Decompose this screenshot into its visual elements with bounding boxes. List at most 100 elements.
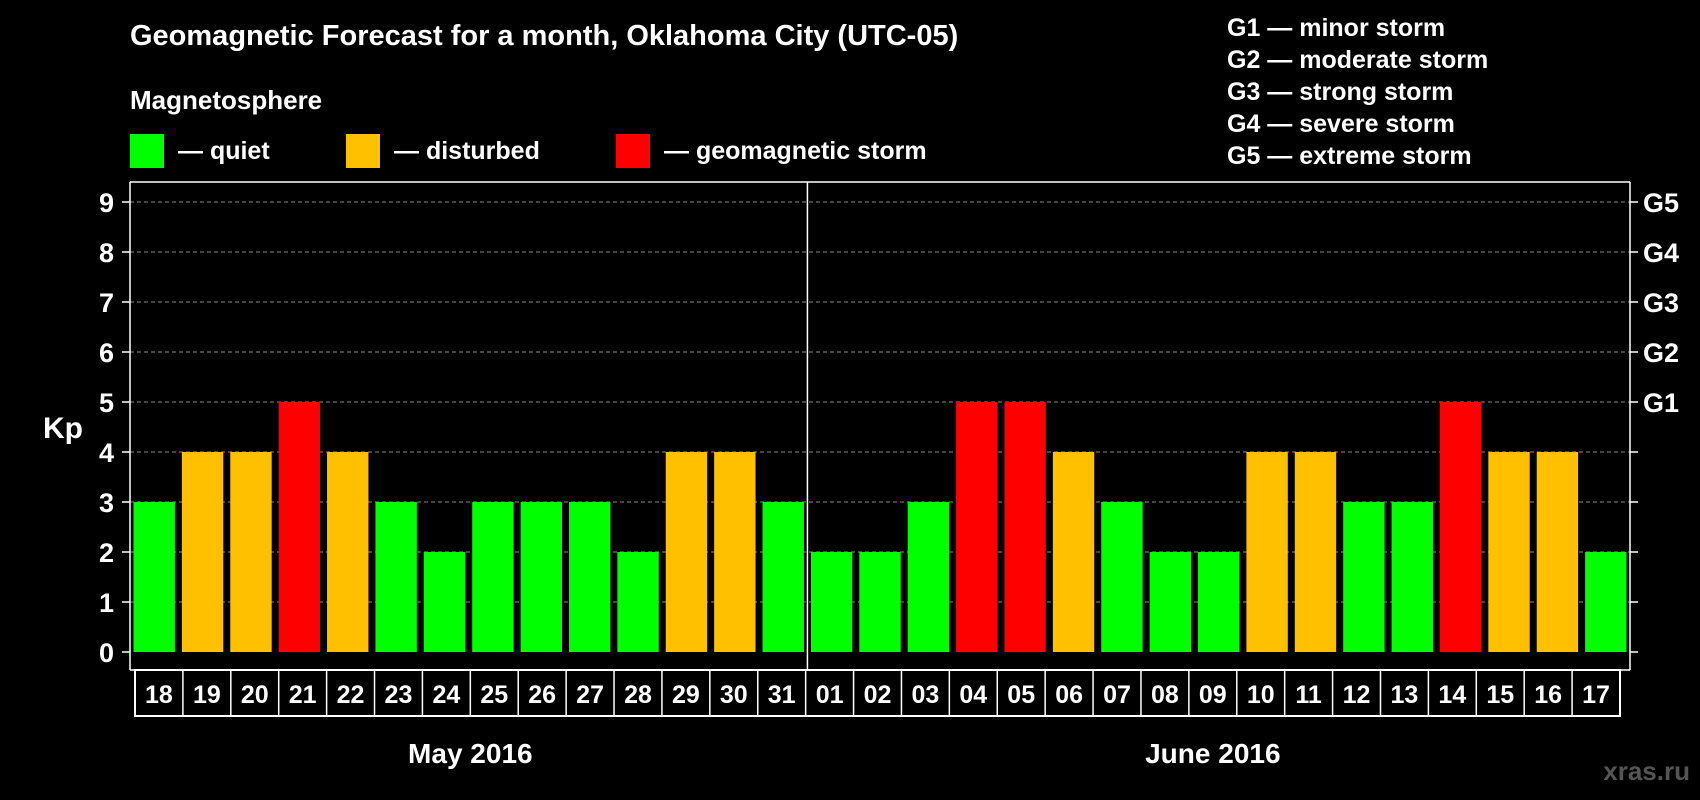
bar (230, 452, 272, 652)
y-tick-label: 4 (99, 438, 114, 468)
bar (617, 552, 659, 652)
legend-label-disturbed: — disturbed (394, 136, 540, 165)
x-tick-label: 14 (1438, 681, 1466, 709)
x-tick-label: 22 (337, 681, 365, 709)
x-tick-label: 03 (911, 681, 939, 709)
x-tick-label: 24 (432, 681, 460, 709)
x-tick-label: 28 (624, 681, 652, 709)
bar (714, 452, 756, 652)
x-tick-label: 25 (480, 681, 508, 709)
bar (859, 552, 901, 652)
storm-level-legend: G1 — minor storm G2 — moderate storm G3 … (1227, 12, 1488, 172)
bar (1343, 502, 1385, 652)
bar (1004, 402, 1046, 652)
y-tick-label: 8 (99, 238, 114, 268)
x-tick-label: 02 (864, 681, 892, 709)
x-tick-label: 23 (385, 681, 413, 709)
x-tick-label: 11 (1295, 681, 1322, 709)
bar (181, 452, 224, 652)
x-tick-label: 08 (1151, 681, 1179, 709)
bar (568, 502, 611, 652)
legend-swatch-storm (616, 134, 650, 168)
x-tick-label: 09 (1199, 681, 1227, 709)
y-tick-label: 5 (99, 388, 114, 418)
x-tick-label: 26 (528, 681, 556, 709)
y-tick-label: 3 (99, 488, 114, 518)
bar (133, 502, 175, 652)
y-tick-label: 9 (99, 188, 114, 218)
bar (375, 502, 417, 652)
bar (472, 502, 514, 652)
x-tick-label: 04 (959, 681, 987, 709)
bar (907, 502, 950, 652)
bar (1488, 452, 1530, 652)
legend-heading: Magnetosphere (130, 85, 323, 115)
bar (1198, 552, 1240, 652)
bar (810, 552, 853, 652)
x-tick-label: 12 (1343, 681, 1371, 709)
x-tick-label: 31 (768, 681, 796, 709)
bar (423, 552, 466, 652)
storm-level-g2: G2 — moderate storm (1227, 46, 1489, 74)
x-tick-label: 18 (145, 681, 173, 709)
x-tick-label: 17 (1582, 681, 1610, 709)
right-tick-label: G2 (1643, 338, 1679, 368)
legend-item-quiet: — quiet (130, 134, 270, 168)
bar (956, 402, 998, 652)
x-tick-label: 29 (672, 681, 700, 709)
bar (1585, 552, 1627, 652)
legend-label-quiet: — quiet (178, 136, 270, 165)
bar (1536, 452, 1579, 652)
x-tick-label: 15 (1486, 681, 1514, 709)
legend-swatch-quiet (130, 134, 164, 168)
right-tick-label: G3 (1643, 288, 1679, 318)
bar (1391, 502, 1433, 652)
legend-label-storm: — geomagnetic storm (664, 136, 927, 165)
x-tick-label: 06 (1055, 681, 1083, 709)
bar (1294, 452, 1337, 652)
bar (1439, 402, 1482, 652)
bar (1101, 502, 1143, 652)
y-tick-label: 7 (99, 288, 114, 318)
bar (1149, 552, 1192, 652)
x-tick-label: 21 (289, 681, 317, 709)
y-tick-label: 0 (99, 638, 114, 668)
right-tick-label: G1 (1643, 388, 1679, 418)
bar (1246, 452, 1288, 652)
x-tick-label: 27 (576, 681, 604, 709)
right-tick-label: G4 (1643, 238, 1679, 268)
y-tick-label: 1 (99, 588, 114, 618)
y-tick-label: 6 (99, 338, 114, 368)
x-tick-label: 07 (1103, 681, 1131, 709)
chart-title: Geomagnetic Forecast for a month, Oklaho… (130, 20, 959, 52)
x-tick-label: 13 (1391, 681, 1419, 709)
storm-level-g1: G1 — minor storm (1227, 14, 1446, 42)
month-label: May 2016 (408, 738, 533, 769)
x-tick-label: 10 (1247, 681, 1275, 709)
x-tick-label: 20 (241, 681, 269, 709)
bar (520, 502, 562, 652)
x-tick-label: 16 (1534, 681, 1562, 709)
legend-swatch-disturbed (346, 134, 380, 168)
legend-item-storm: — geomagnetic storm (616, 134, 927, 168)
month-label: June 2016 (1145, 738, 1280, 769)
storm-level-g5: G5 — extreme storm (1227, 142, 1472, 170)
x-tick-label: 19 (193, 681, 221, 709)
y-axis-label: Kp (43, 412, 83, 445)
x-tick-label: 05 (1007, 681, 1035, 709)
bar (762, 502, 804, 652)
x-tick-label: 01 (816, 681, 844, 709)
right-tick-label: G5 (1643, 188, 1679, 218)
storm-level-g3: G3 — strong storm (1227, 78, 1454, 106)
x-category-box (134, 669, 1621, 717)
legend-item-disturbed: — disturbed (346, 134, 540, 168)
y-tick-label: 2 (99, 538, 114, 568)
bar (327, 452, 369, 652)
bar (665, 452, 708, 652)
x-tick-label: 30 (720, 681, 748, 709)
storm-level-g4: G4 — severe storm (1227, 110, 1455, 138)
watermark: xras.ru (1603, 756, 1690, 786)
bar (1052, 452, 1095, 652)
bar (278, 402, 321, 652)
